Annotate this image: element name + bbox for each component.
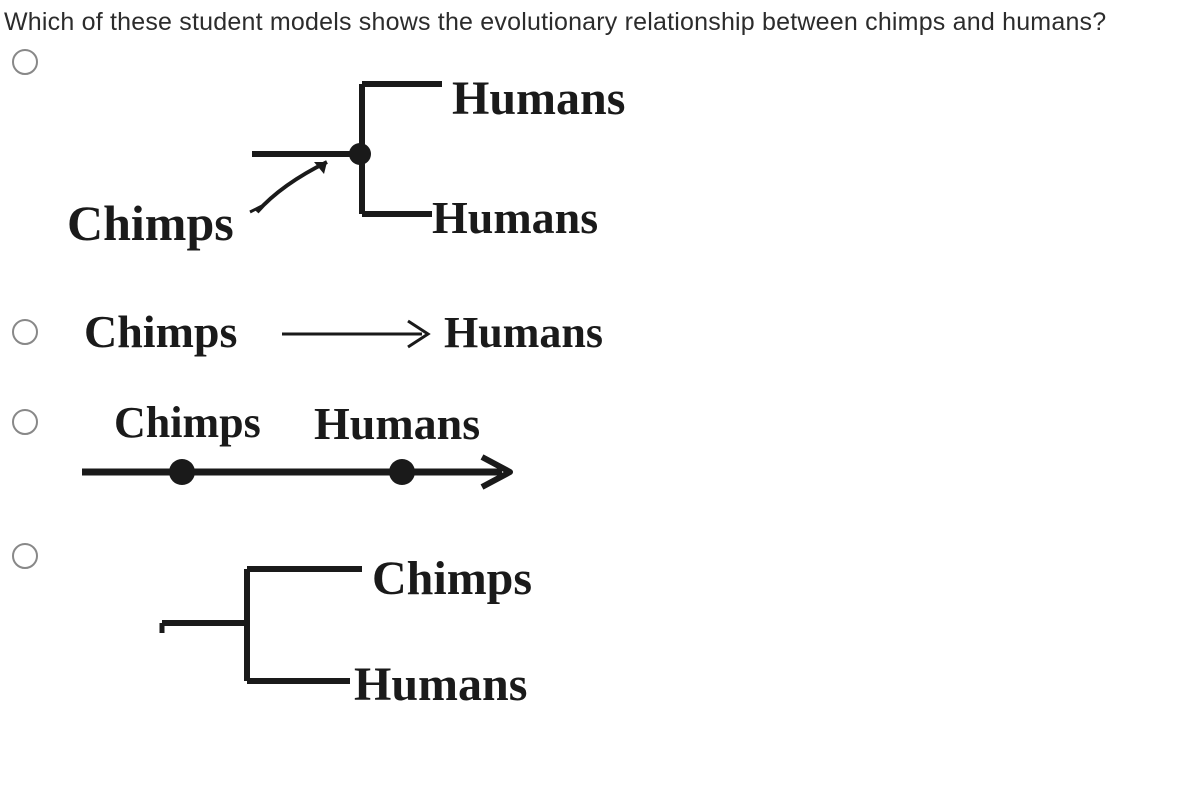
option-3-label-humans: Humans — [314, 397, 480, 450]
option-2-label-chimps: Chimps — [84, 305, 237, 358]
option-1-label-humans-top: Humans — [452, 71, 625, 126]
option-2-radio[interactable] — [12, 319, 38, 345]
option-2-label-humans: Humans — [444, 307, 603, 358]
option-3-label-chimps: Chimps — [114, 397, 261, 448]
question-text: Which of these student models shows the … — [0, 0, 1200, 45]
option-4-label-humans: Humans — [354, 657, 527, 712]
option-4-label-chimps: Chimps — [372, 551, 532, 606]
option-1-radio[interactable] — [12, 49, 38, 75]
option-3-radio[interactable] — [12, 409, 38, 435]
option-2: Chimps Humans — [12, 299, 1200, 389]
option-1: Humans Humans Chimps — [12, 49, 1200, 269]
option-3: Chimps Humans — [12, 397, 1200, 527]
option-4: Chimps Humans — [12, 541, 1200, 741]
option-4-radio[interactable] — [12, 543, 38, 569]
option-4-diagram — [132, 541, 382, 721]
option-1-label-humans-bottom: Humans — [432, 191, 598, 244]
option-1-label-chimps: Chimps — [67, 194, 234, 252]
options-list: Humans Humans Chimps Chimps Humans Chimp… — [0, 45, 1200, 741]
